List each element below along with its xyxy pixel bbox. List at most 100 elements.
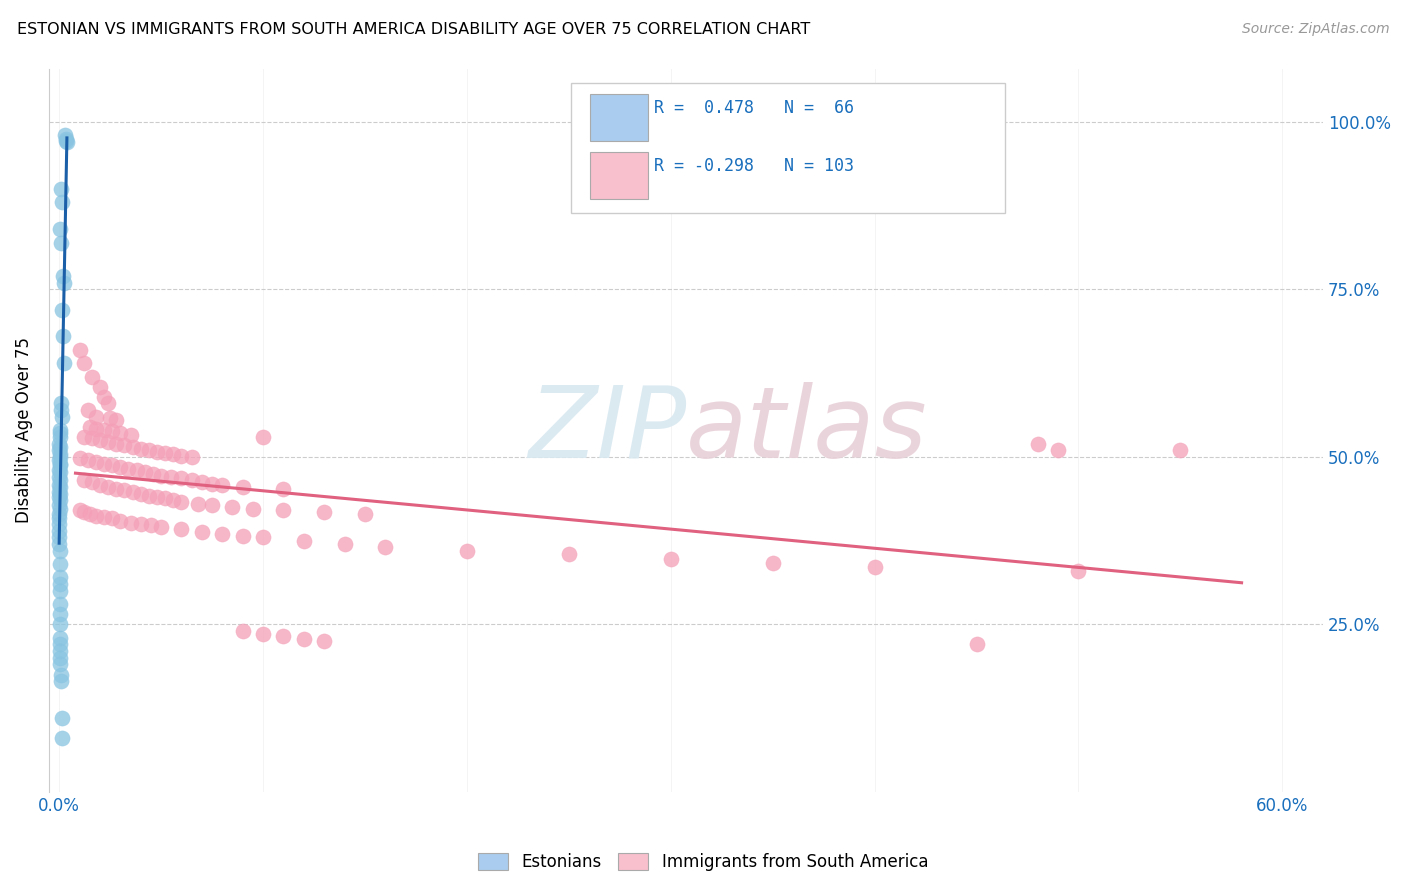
Point [49, 657, 72, 672]
Point [139, 518, 162, 533]
Point [333, 537, 356, 551]
Point [314, 634, 336, 648]
Point [170, 495, 193, 509]
Point [49, 644, 72, 658]
Point [1170, 443, 1192, 458]
Point [49, 667, 72, 681]
Point [48, 511, 70, 525]
Point [273, 629, 295, 643]
Point [48, 463, 70, 477]
Point [153, 446, 176, 460]
Point [76, 453, 98, 467]
Point [79, 419, 101, 434]
Point [191, 475, 214, 490]
Point [97, 435, 120, 450]
Point [69, 503, 91, 517]
Point [49, 458, 72, 472]
Point [134, 465, 156, 479]
Point [49, 557, 72, 571]
Point [69, 451, 91, 466]
Point [242, 502, 264, 516]
Point [72, 505, 94, 519]
Point [48, 443, 70, 458]
Point [49, 617, 72, 632]
Point [146, 490, 169, 504]
Point [354, 507, 377, 521]
Point [374, 541, 396, 555]
Point [72, 356, 94, 370]
Point [52, 269, 75, 284]
Point [51, 195, 73, 210]
FancyBboxPatch shape [571, 83, 1005, 213]
Point [48, 507, 70, 521]
Point [48, 516, 70, 531]
Point [142, 467, 165, 481]
Point [112, 438, 135, 452]
Point [51, 403, 73, 417]
Point [170, 471, 193, 485]
Point [1067, 564, 1090, 578]
Point [201, 476, 224, 491]
Point [48, 493, 70, 508]
Point [84, 409, 107, 424]
Point [232, 480, 254, 494]
Point [48, 650, 70, 665]
Point [49, 583, 72, 598]
Point [80, 431, 103, 445]
Text: atlas: atlas [686, 382, 928, 479]
Point [80, 475, 103, 490]
Point [48, 502, 70, 516]
Point [191, 524, 214, 539]
Point [51, 711, 73, 725]
Point [51, 182, 73, 196]
Point [51, 674, 73, 689]
Point [180, 473, 202, 487]
Point [120, 428, 142, 442]
Point [292, 533, 315, 548]
Point [456, 543, 478, 558]
Point [162, 493, 184, 508]
Legend: Estonians, Immigrants from South America: Estonians, Immigrants from South America [470, 845, 936, 880]
Point [221, 500, 243, 515]
Point [49, 631, 72, 645]
Point [49, 607, 72, 622]
Point [76, 403, 98, 417]
Point [55, 132, 77, 146]
Point [252, 430, 274, 444]
Point [117, 462, 139, 476]
Point [48, 446, 70, 460]
Point [80, 369, 103, 384]
Point [49, 222, 72, 236]
Point [48, 436, 70, 450]
Point [53, 128, 76, 143]
Point [84, 455, 107, 469]
Point [966, 637, 988, 651]
Point [232, 624, 254, 638]
Point [150, 468, 173, 483]
Point [292, 632, 315, 646]
Point [105, 482, 128, 496]
Point [48, 490, 70, 504]
Point [97, 396, 120, 410]
Point [273, 503, 295, 517]
Text: Source: ZipAtlas.com: Source: ZipAtlas.com [1241, 22, 1389, 37]
Point [48, 480, 70, 494]
Point [101, 511, 124, 525]
Point [48, 524, 70, 538]
Text: R =  0.478   N =  66: R = 0.478 N = 66 [654, 99, 855, 117]
Text: ESTONIAN VS IMMIGRANTS FROM SOUTH AMERICA DISABILITY AGE OVER 75 CORRELATION CHA: ESTONIAN VS IMMIGRANTS FROM SOUTH AMERIC… [17, 22, 810, 37]
Point [48, 498, 70, 512]
Point [121, 484, 143, 499]
Point [93, 510, 115, 524]
Point [314, 505, 336, 519]
Point [49, 426, 72, 441]
Point [129, 516, 152, 531]
Point [129, 442, 152, 456]
Point [146, 444, 169, 458]
Point [48, 470, 70, 484]
Point [89, 478, 111, 492]
Point [48, 457, 70, 471]
Point [150, 520, 173, 534]
Point [110, 514, 132, 528]
Point [69, 343, 91, 357]
